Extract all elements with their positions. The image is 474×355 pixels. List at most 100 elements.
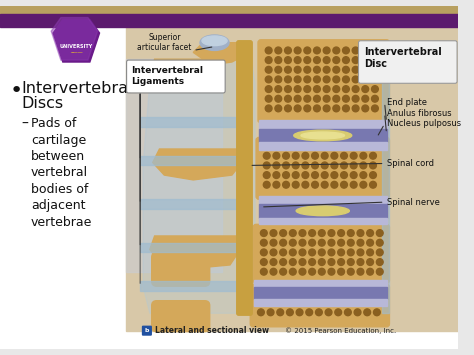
Circle shape	[290, 268, 296, 275]
Circle shape	[341, 162, 347, 169]
Circle shape	[306, 290, 313, 296]
Circle shape	[325, 290, 332, 296]
Circle shape	[277, 309, 283, 316]
Circle shape	[319, 239, 325, 246]
Circle shape	[283, 172, 290, 179]
Text: bodies of: bodies of	[31, 183, 88, 196]
Circle shape	[264, 181, 270, 188]
Circle shape	[302, 172, 309, 179]
Ellipse shape	[296, 206, 349, 216]
Circle shape	[273, 143, 280, 149]
Circle shape	[362, 57, 369, 64]
Circle shape	[376, 249, 383, 256]
Circle shape	[283, 152, 290, 159]
Circle shape	[362, 86, 369, 92]
Circle shape	[304, 105, 310, 112]
Text: vertebral: vertebral	[31, 166, 88, 179]
Circle shape	[323, 47, 330, 54]
Circle shape	[354, 290, 361, 296]
Circle shape	[260, 249, 267, 256]
Bar	[140, 156, 251, 165]
Circle shape	[347, 239, 354, 246]
Text: Anulus fibrosus: Anulus fibrosus	[386, 109, 451, 118]
Circle shape	[311, 143, 319, 149]
Text: Discs: Discs	[21, 96, 64, 111]
Circle shape	[304, 47, 310, 54]
Circle shape	[325, 299, 332, 306]
Circle shape	[362, 47, 369, 54]
Polygon shape	[153, 149, 244, 180]
Circle shape	[321, 152, 328, 159]
Polygon shape	[53, 20, 100, 62]
Circle shape	[352, 47, 359, 54]
Text: vertebrae: vertebrae	[31, 216, 92, 229]
Circle shape	[372, 105, 378, 112]
Circle shape	[290, 259, 296, 266]
Circle shape	[347, 259, 354, 266]
Circle shape	[325, 309, 332, 316]
FancyBboxPatch shape	[250, 284, 390, 327]
Circle shape	[331, 152, 338, 159]
Circle shape	[321, 172, 328, 179]
Circle shape	[284, 86, 292, 92]
Circle shape	[294, 66, 301, 73]
Circle shape	[294, 76, 301, 83]
Circle shape	[350, 143, 357, 149]
FancyBboxPatch shape	[358, 41, 457, 83]
Bar	[259, 142, 386, 150]
Circle shape	[374, 290, 380, 296]
Circle shape	[283, 181, 290, 188]
FancyBboxPatch shape	[152, 301, 210, 332]
Circle shape	[323, 86, 330, 92]
Circle shape	[277, 299, 283, 306]
Circle shape	[374, 299, 380, 306]
Circle shape	[328, 239, 335, 246]
Circle shape	[335, 290, 342, 296]
Circle shape	[265, 95, 272, 102]
Circle shape	[367, 268, 374, 275]
Polygon shape	[150, 236, 242, 269]
Circle shape	[292, 152, 299, 159]
Circle shape	[306, 309, 313, 316]
Circle shape	[372, 95, 378, 102]
Circle shape	[341, 172, 347, 179]
Circle shape	[257, 299, 264, 306]
Circle shape	[314, 66, 320, 73]
Circle shape	[267, 299, 274, 306]
Circle shape	[273, 152, 280, 159]
Circle shape	[296, 309, 303, 316]
Circle shape	[328, 268, 335, 275]
Bar	[259, 204, 386, 218]
Circle shape	[265, 76, 272, 83]
Circle shape	[280, 259, 286, 266]
Circle shape	[372, 57, 378, 64]
Circle shape	[314, 76, 320, 83]
Circle shape	[347, 230, 354, 236]
Circle shape	[309, 239, 316, 246]
Text: b: b	[145, 328, 149, 333]
FancyBboxPatch shape	[256, 137, 390, 199]
Circle shape	[352, 95, 359, 102]
Circle shape	[283, 143, 290, 149]
Circle shape	[350, 172, 357, 179]
Text: –: –	[21, 117, 28, 131]
Circle shape	[299, 249, 306, 256]
Polygon shape	[193, 43, 246, 64]
Circle shape	[370, 152, 376, 159]
Polygon shape	[143, 59, 255, 313]
Circle shape	[299, 268, 306, 275]
Circle shape	[372, 66, 378, 73]
Bar	[259, 218, 386, 224]
Circle shape	[347, 268, 354, 275]
Circle shape	[354, 309, 361, 316]
Circle shape	[343, 47, 349, 54]
Bar	[254, 299, 386, 306]
Circle shape	[323, 76, 330, 83]
Circle shape	[352, 105, 359, 112]
Circle shape	[311, 152, 319, 159]
Circle shape	[350, 152, 357, 159]
Circle shape	[264, 172, 270, 179]
FancyBboxPatch shape	[127, 60, 225, 93]
Circle shape	[350, 162, 357, 169]
FancyBboxPatch shape	[143, 326, 151, 335]
